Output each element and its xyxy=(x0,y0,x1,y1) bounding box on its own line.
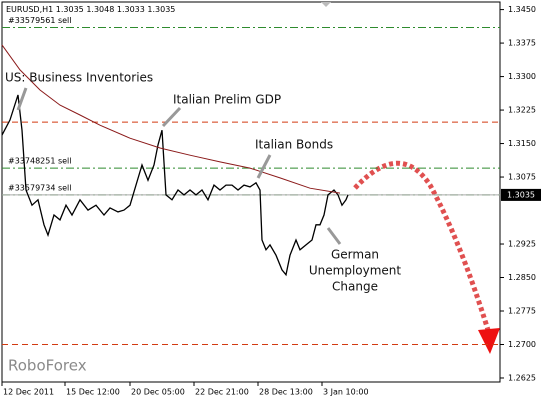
annotation-pointer xyxy=(161,106,182,128)
current-price-box xyxy=(501,188,541,201)
current-price-label: 1.3035 xyxy=(507,190,535,199)
watermark: RoboForex xyxy=(8,357,87,375)
header: EURUSD,H1 1.3035 1.3048 1.3033 1.3035 xyxy=(6,5,175,14)
x-tick-label: 3 Jan 10:00 xyxy=(323,388,369,397)
annotation-pointer xyxy=(256,154,272,179)
symbol: EURUSD,H1 xyxy=(6,5,53,14)
y-tick-label: 1.3075 xyxy=(508,173,536,182)
x-tick-label: 28 Dec 13:00 xyxy=(259,388,313,397)
y-tick-label: 1.2850 xyxy=(508,273,536,282)
low: 1.3033 xyxy=(117,5,145,14)
y-tick-label: 1.2775 xyxy=(508,307,536,316)
x-tick-label: 12 Dec 2011 xyxy=(3,388,54,397)
annotation: Change xyxy=(332,280,378,294)
order-label: #33579734 sell xyxy=(8,183,72,192)
x-tick-label: 15 Dec 12:00 xyxy=(66,388,120,397)
y-tick-label: 1.3300 xyxy=(508,72,536,81)
y-tick-label: 1.3225 xyxy=(508,106,536,115)
annotation: Italian Prelim GDP xyxy=(173,93,281,107)
shift-marker xyxy=(321,2,331,7)
y-tick-label: 1.3150 xyxy=(508,139,536,148)
x-tick-label: 22 Dec 21:00 xyxy=(195,388,249,397)
annotation: US: Business Inventories xyxy=(5,71,153,85)
high: 1.3048 xyxy=(86,5,114,14)
y-tick-label: 1.2625 xyxy=(508,373,536,382)
y-tick-label: 1.3375 xyxy=(508,39,536,48)
annotation: Italian Bonds xyxy=(255,138,333,152)
open: 1.3035 xyxy=(56,5,84,14)
annotation-pointer xyxy=(326,227,342,245)
forecast-arrow xyxy=(353,160,491,331)
price-line xyxy=(1,44,341,194)
annotation: Unemployment xyxy=(309,264,402,278)
order-label: #33579561 sell xyxy=(8,16,72,25)
annotation-pointer xyxy=(16,87,28,111)
y-tick-label: 1.2925 xyxy=(508,240,536,249)
y-tick-label: 1.2700 xyxy=(508,340,536,349)
plot-frame xyxy=(1,1,501,383)
price-line xyxy=(1,94,349,277)
y-tick-label: 1.3450 xyxy=(508,5,536,14)
x-tick-label: 20 Dec 05:00 xyxy=(131,388,185,397)
close: 1.3035 xyxy=(147,5,175,14)
forecast-arrow-head xyxy=(478,328,500,354)
order-label: #33748251 sell xyxy=(8,157,72,166)
annotation: German xyxy=(331,248,379,262)
